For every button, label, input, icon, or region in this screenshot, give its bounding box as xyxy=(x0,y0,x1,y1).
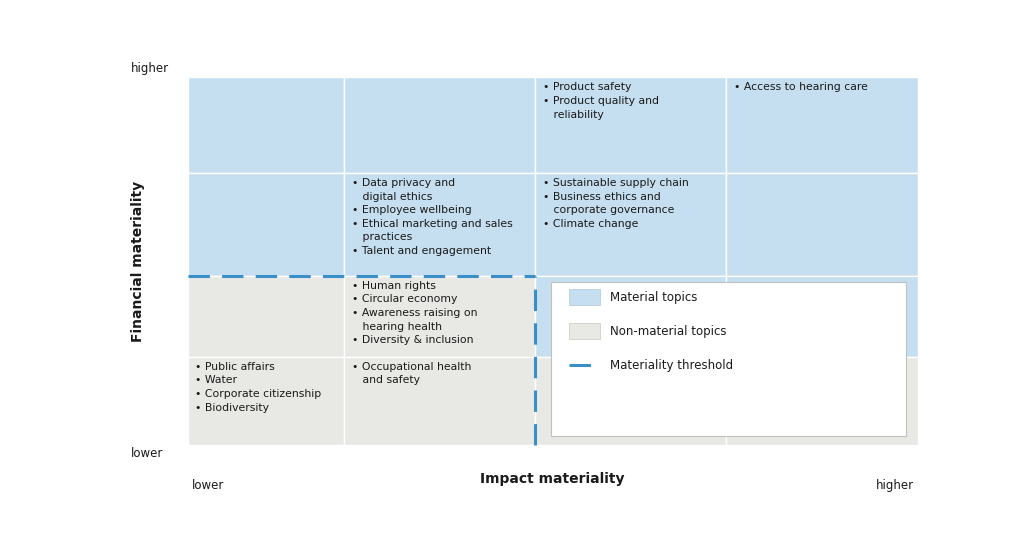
FancyBboxPatch shape xyxy=(536,77,726,173)
FancyBboxPatch shape xyxy=(344,77,536,173)
FancyBboxPatch shape xyxy=(568,323,600,340)
FancyBboxPatch shape xyxy=(536,276,726,357)
Text: • Human rights
• Circular economy
• Awareness raising on
   hearing health
• Div: • Human rights • Circular economy • Awar… xyxy=(352,281,477,345)
Text: • Product safety
• Product quality and
   reliability: • Product safety • Product quality and r… xyxy=(543,82,659,120)
Text: higher: higher xyxy=(876,479,913,492)
Text: Non-material topics: Non-material topics xyxy=(609,325,726,338)
FancyBboxPatch shape xyxy=(568,289,600,305)
Text: • Occupational health
   and safety: • Occupational health and safety xyxy=(352,362,471,385)
FancyBboxPatch shape xyxy=(344,357,536,445)
FancyBboxPatch shape xyxy=(726,276,918,357)
FancyBboxPatch shape xyxy=(726,77,918,173)
FancyBboxPatch shape xyxy=(187,357,344,445)
FancyBboxPatch shape xyxy=(187,173,344,276)
Text: • Access to hearing care: • Access to hearing care xyxy=(734,82,868,93)
Text: higher: higher xyxy=(130,62,169,75)
Text: • Data privacy and
   digital ethics
• Employee wellbeing
• Ethical marketing an: • Data privacy and digital ethics • Empl… xyxy=(352,178,513,256)
FancyBboxPatch shape xyxy=(536,173,726,276)
Text: Materiality threshold: Materiality threshold xyxy=(609,359,733,372)
FancyBboxPatch shape xyxy=(536,357,726,445)
Text: lower: lower xyxy=(191,479,224,492)
Text: Material topics: Material topics xyxy=(609,291,697,304)
FancyBboxPatch shape xyxy=(551,282,906,436)
FancyBboxPatch shape xyxy=(726,357,918,445)
Text: lower: lower xyxy=(130,447,163,460)
Text: • Public affairs
• Water
• Corporate citizenship
• Biodiversity: • Public affairs • Water • Corporate cit… xyxy=(196,362,322,412)
FancyBboxPatch shape xyxy=(344,173,536,276)
Text: • Sustainable supply chain
• Business ethics and
   corporate governance
• Clima: • Sustainable supply chain • Business et… xyxy=(543,178,689,229)
Text: Financial materiality: Financial materiality xyxy=(130,180,144,342)
FancyBboxPatch shape xyxy=(187,276,344,357)
Text: Impact materiality: Impact materiality xyxy=(480,472,625,486)
FancyBboxPatch shape xyxy=(344,276,536,357)
FancyBboxPatch shape xyxy=(726,173,918,276)
FancyBboxPatch shape xyxy=(187,77,344,173)
